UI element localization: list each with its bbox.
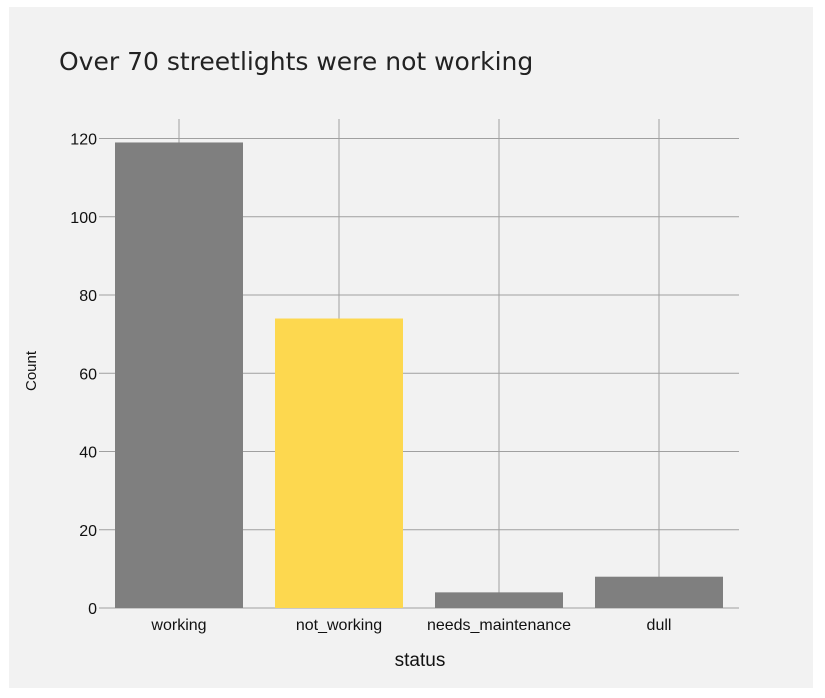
x-tick-label: not_working (296, 617, 382, 634)
x-tick-label: dull (647, 617, 672, 634)
bar-dull (595, 576, 723, 608)
y-tick-labels: 0 20 40 60 80 100 120 (70, 132, 97, 618)
bar-needs-maintenance (435, 592, 563, 608)
bar-layer (115, 142, 723, 609)
bar-working (115, 142, 243, 609)
bar-not-working (275, 318, 403, 608)
y-tick-label: 100 (70, 210, 97, 227)
y-tick-label: 20 (79, 523, 97, 540)
y-tick-label: 120 (70, 132, 97, 149)
chart-title: Over 70 streetlights were not working (59, 47, 533, 76)
x-tick-label: needs_maintenance (427, 617, 571, 634)
y-tick-label: 40 (79, 445, 97, 462)
x-tick-labels: working not_working needs_maintenance dull (150, 617, 671, 634)
y-tick-label: 80 (79, 288, 97, 305)
bar-chart: Over 70 streetlights were not working 0 2… (23, 47, 739, 671)
x-tick-label: working (150, 617, 206, 634)
y-axis-title: Count (23, 350, 40, 391)
chart-card: Over 70 streetlights were not working 0 2… (9, 7, 813, 688)
y-tick-label: 0 (88, 601, 97, 618)
y-tick-label: 60 (79, 366, 97, 383)
x-axis-title: status (395, 650, 446, 671)
